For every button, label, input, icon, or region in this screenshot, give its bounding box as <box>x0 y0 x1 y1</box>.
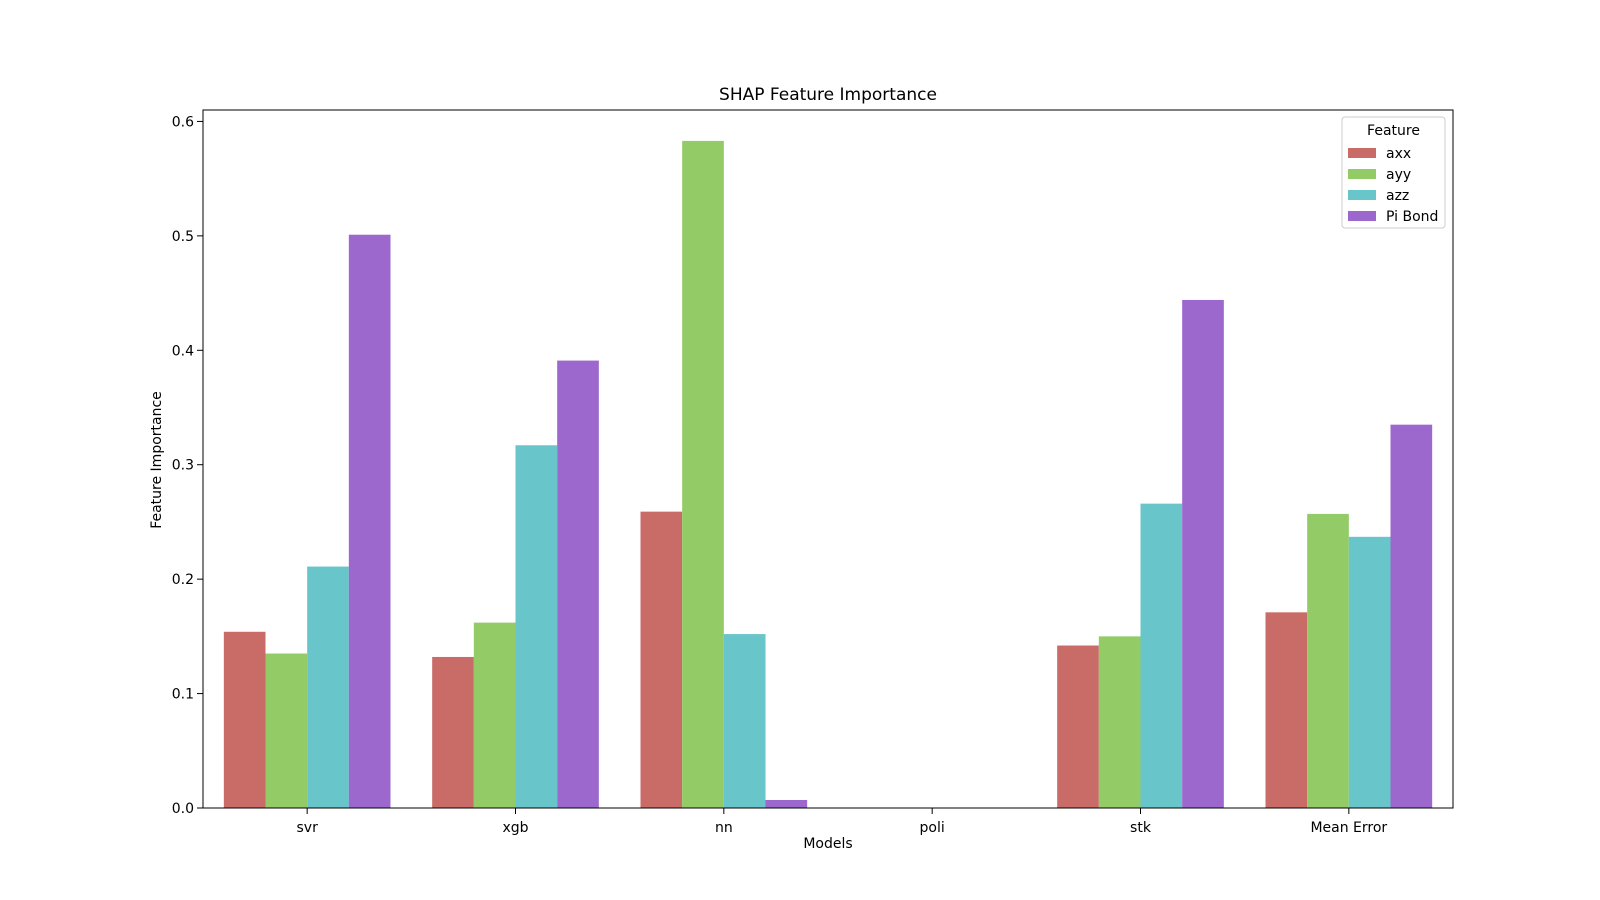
x-axis: svr xgb nn poli stk Mean Error <box>296 808 1387 836</box>
bar-ayy-svr <box>265 653 308 808</box>
bar-ayy-xgb <box>473 622 516 808</box>
y-axis: 0.0 0.1 0.2 0.3 0.4 0.5 0.6 <box>172 114 203 817</box>
bar-ayy-mean-error <box>1307 513 1349 808</box>
legend: Feature axx ayy azz Pi Bond <box>1341 116 1446 229</box>
bar-axx-xgb <box>432 656 474 808</box>
legend-swatch <box>1348 190 1376 200</box>
legend-box <box>1341 116 1446 229</box>
plot-frame <box>202 109 1454 809</box>
bar-azz-xgb <box>515 445 558 808</box>
bar-pi-bond-stk <box>1182 299 1224 808</box>
bar-azz-mean-error <box>1348 536 1391 808</box>
y-tick-label: 0.2 <box>172 572 194 588</box>
bar-pi-bond-svr <box>348 234 391 809</box>
y-tick-label: 0.5 <box>172 229 194 245</box>
legend-label: ayy <box>1386 167 1411 183</box>
bar-azz-nn <box>723 634 766 808</box>
x-axis-label: Models <box>803 836 852 852</box>
legend-label: azz <box>1386 188 1409 204</box>
x-tick-label: poli <box>920 820 945 836</box>
legend-swatch <box>1348 211 1376 221</box>
bar-pi-bond-xgb <box>557 360 599 808</box>
x-tick-label: Mean Error <box>1310 820 1387 836</box>
bar-pi-bond-nn <box>765 799 808 808</box>
legend-swatch <box>1348 148 1376 158</box>
legend-title: Feature <box>1367 123 1420 139</box>
y-tick-label: 0.6 <box>172 114 194 130</box>
y-tick-label: 0.1 <box>172 687 194 703</box>
legend-swatch <box>1348 169 1376 179</box>
x-tick-label: xgb <box>502 820 528 836</box>
bar-axx-stk <box>1057 645 1099 808</box>
bar-axx-svr <box>223 631 266 808</box>
bar-ayy-stk <box>1098 636 1141 808</box>
bars-group <box>223 140 1433 809</box>
y-tick-label: 0.0 <box>172 801 194 817</box>
bar-axx-nn <box>640 511 683 808</box>
x-tick-label: svr <box>296 820 318 836</box>
y-axis-label: Feature Importance <box>149 391 165 529</box>
y-tick-label: 0.3 <box>172 458 194 474</box>
legend-label: Pi Bond <box>1386 209 1438 225</box>
chart-title: SHAP Feature Importance <box>719 85 937 105</box>
legend-label: axx <box>1386 146 1411 162</box>
x-tick-label: nn <box>715 820 733 836</box>
bar-azz-svr <box>307 566 349 808</box>
bar-azz-stk <box>1140 503 1183 808</box>
bar-pi-bond-mean-error <box>1390 424 1433 808</box>
x-tick-label: stk <box>1130 820 1152 836</box>
y-tick-label: 0.4 <box>172 343 194 359</box>
bar-axx-mean-error <box>1265 612 1308 808</box>
bar-ayy-nn <box>682 140 724 808</box>
